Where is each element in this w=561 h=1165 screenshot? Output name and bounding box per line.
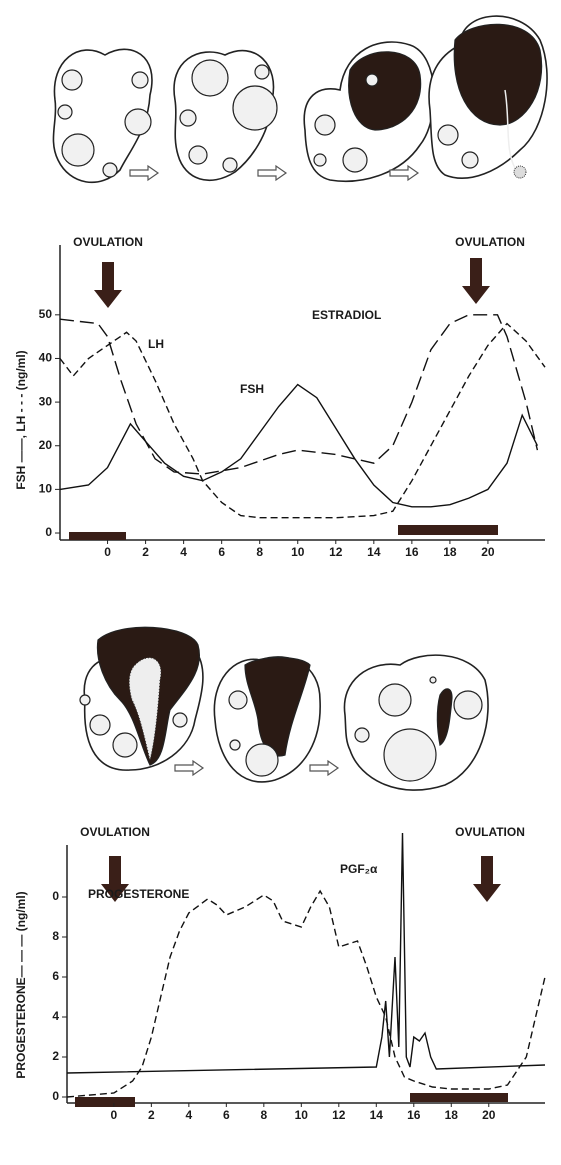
x-tick-label: 0 [104,545,111,559]
x-tick-label: 16 [405,545,419,559]
series-label: ESTRADIOL [312,308,381,322]
y-tick-label: 0 [52,889,59,903]
y-tick-label: 0 [52,1089,59,1103]
x-tick-label: 10 [295,1108,309,1122]
x-tick-label: 14 [370,1108,384,1122]
ovulation-arrow [94,262,122,308]
x-tick-label: 4 [185,1108,192,1122]
series-line [67,833,545,1073]
x-tick-label: 16 [407,1108,421,1122]
series-line [67,891,545,1097]
series-label: FSH [240,382,264,396]
y-tick-label: 6 [52,969,59,983]
x-tick-label: 14 [367,545,381,559]
x-tick-label: 8 [260,1108,267,1122]
x-tick-label: 6 [223,1108,230,1122]
series-line [60,385,537,507]
y-tick-label: 50 [39,307,53,321]
y-tick-label: 30 [39,394,53,408]
x-tick-label: 8 [256,545,263,559]
ovulation-arrow [462,258,490,304]
x-tick-label: 0 [111,1108,118,1122]
x-tick-label: 18 [445,1108,459,1122]
y-tick-label: 2 [52,1049,59,1063]
x-tick-label: 6 [218,545,225,559]
y-tick-label: 0 [45,525,52,539]
x-tick-label: 10 [291,545,305,559]
x-tick-label: 2 [148,1108,155,1122]
x-tick-label: 20 [482,1108,496,1122]
series-label: LH [148,337,164,351]
y-tick-label: 4 [52,1009,59,1023]
annotation: OVULATION [455,825,525,839]
y-tick-label: 10 [39,482,53,496]
annotation: OVULATION [455,235,525,249]
ovulation-arrow [473,856,501,902]
x-tick-label: 4 [180,545,187,559]
x-tick-label: 12 [329,545,343,559]
series-label: PGF₂α [340,862,378,876]
x-tick-label: 18 [443,545,457,559]
ovary-illustrations-top [53,16,547,182]
y-tick-label: 20 [39,438,53,452]
annotation: OVULATION [80,825,150,839]
series-line [60,324,545,518]
annotation: OVULATION [73,235,143,249]
y-axis-label: FSH ——, LH - - - (ng/ml) [14,350,28,489]
series-line [60,315,537,474]
y-axis-label: PROGESTERONE— — — (ng/ml) [14,891,28,1078]
series-label: PROGESTERONE [88,887,189,901]
figure: 0102030405002468101214161820FSH ——, LH -… [0,0,561,1160]
y-tick-label: 40 [39,351,53,365]
x-tick-label: 2 [142,545,149,559]
y-tick-label: 8 [52,929,59,943]
x-tick-label: 20 [481,545,495,559]
x-tick-label: 12 [332,1108,346,1122]
ovary-illustrations-middle [80,627,488,790]
